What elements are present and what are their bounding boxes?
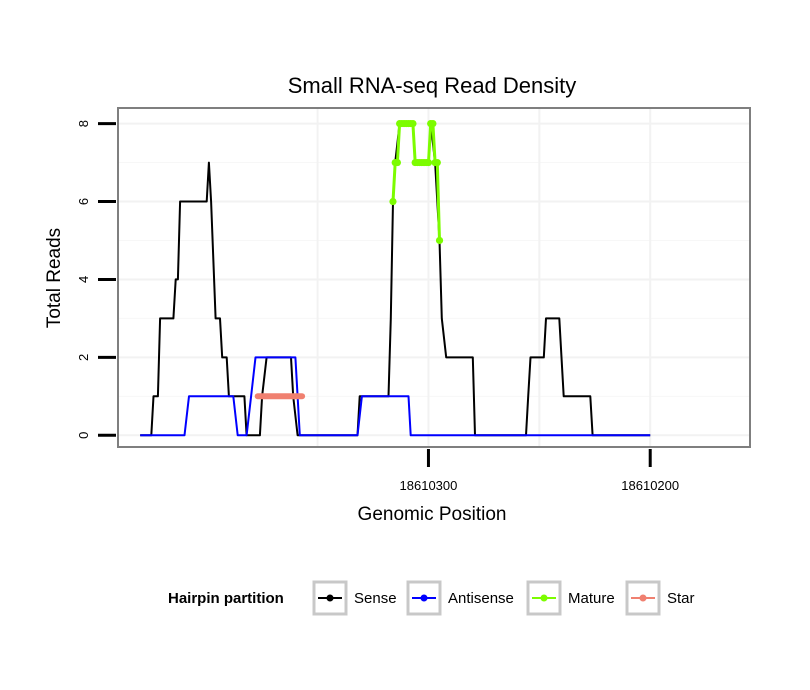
legend-label: Sense [354, 590, 397, 607]
y-tick-label: 2 [76, 354, 91, 361]
legend-item-mature: Mature [526, 580, 615, 616]
data-point-mature [409, 119, 417, 128]
data-point-mature [393, 158, 402, 167]
legend-label: Mature [568, 590, 615, 607]
series-antisense [140, 356, 651, 437]
y-tick-label: 4 [76, 276, 91, 283]
data-point-mature [433, 158, 441, 167]
y-tick-label: 8 [76, 120, 91, 127]
y-axis-title: Total Reads [44, 228, 65, 328]
legend-items: Sense Antisense Mature Star [312, 580, 695, 616]
series-line-sense [140, 122, 651, 437]
legend: Hairpin partition Sense Antisense Mature St… [168, 580, 695, 616]
y-tick-label: 0 [76, 432, 91, 439]
chart-title: Small RNA-seq Read Density [288, 73, 577, 98]
legend-key-dot [326, 594, 334, 602]
series-sense [140, 122, 651, 437]
series-line-antisense [140, 356, 651, 437]
x-axis: 18610300 18610200 [400, 449, 679, 493]
legend-label: Star [667, 590, 695, 607]
x-tick-label: 18610200 [621, 478, 679, 493]
x-axis-title: Genomic Position [358, 504, 507, 525]
data-point-mature [435, 236, 444, 245]
series-layer [140, 119, 651, 437]
plot-border [117, 107, 751, 448]
legend-item-star: Star [625, 580, 695, 616]
data-point-mature [429, 119, 437, 128]
legend-label: Antisense [448, 590, 514, 607]
x-tick-label: 18610300 [400, 478, 458, 493]
legend-title: Hairpin partition [168, 590, 284, 607]
legend-key-dot [540, 594, 548, 602]
series-mature [389, 119, 444, 245]
data-point-mature [389, 197, 397, 206]
data-point-mature [424, 158, 433, 167]
legend-item-sense: Sense [312, 580, 397, 616]
y-axis: 0 2 4 6 8 [76, 120, 116, 439]
y-tick-label: 6 [76, 198, 91, 205]
legend-key-dot [639, 594, 647, 602]
legend-key-dot [420, 594, 428, 602]
legend-item-antisense: Antisense [406, 580, 514, 616]
